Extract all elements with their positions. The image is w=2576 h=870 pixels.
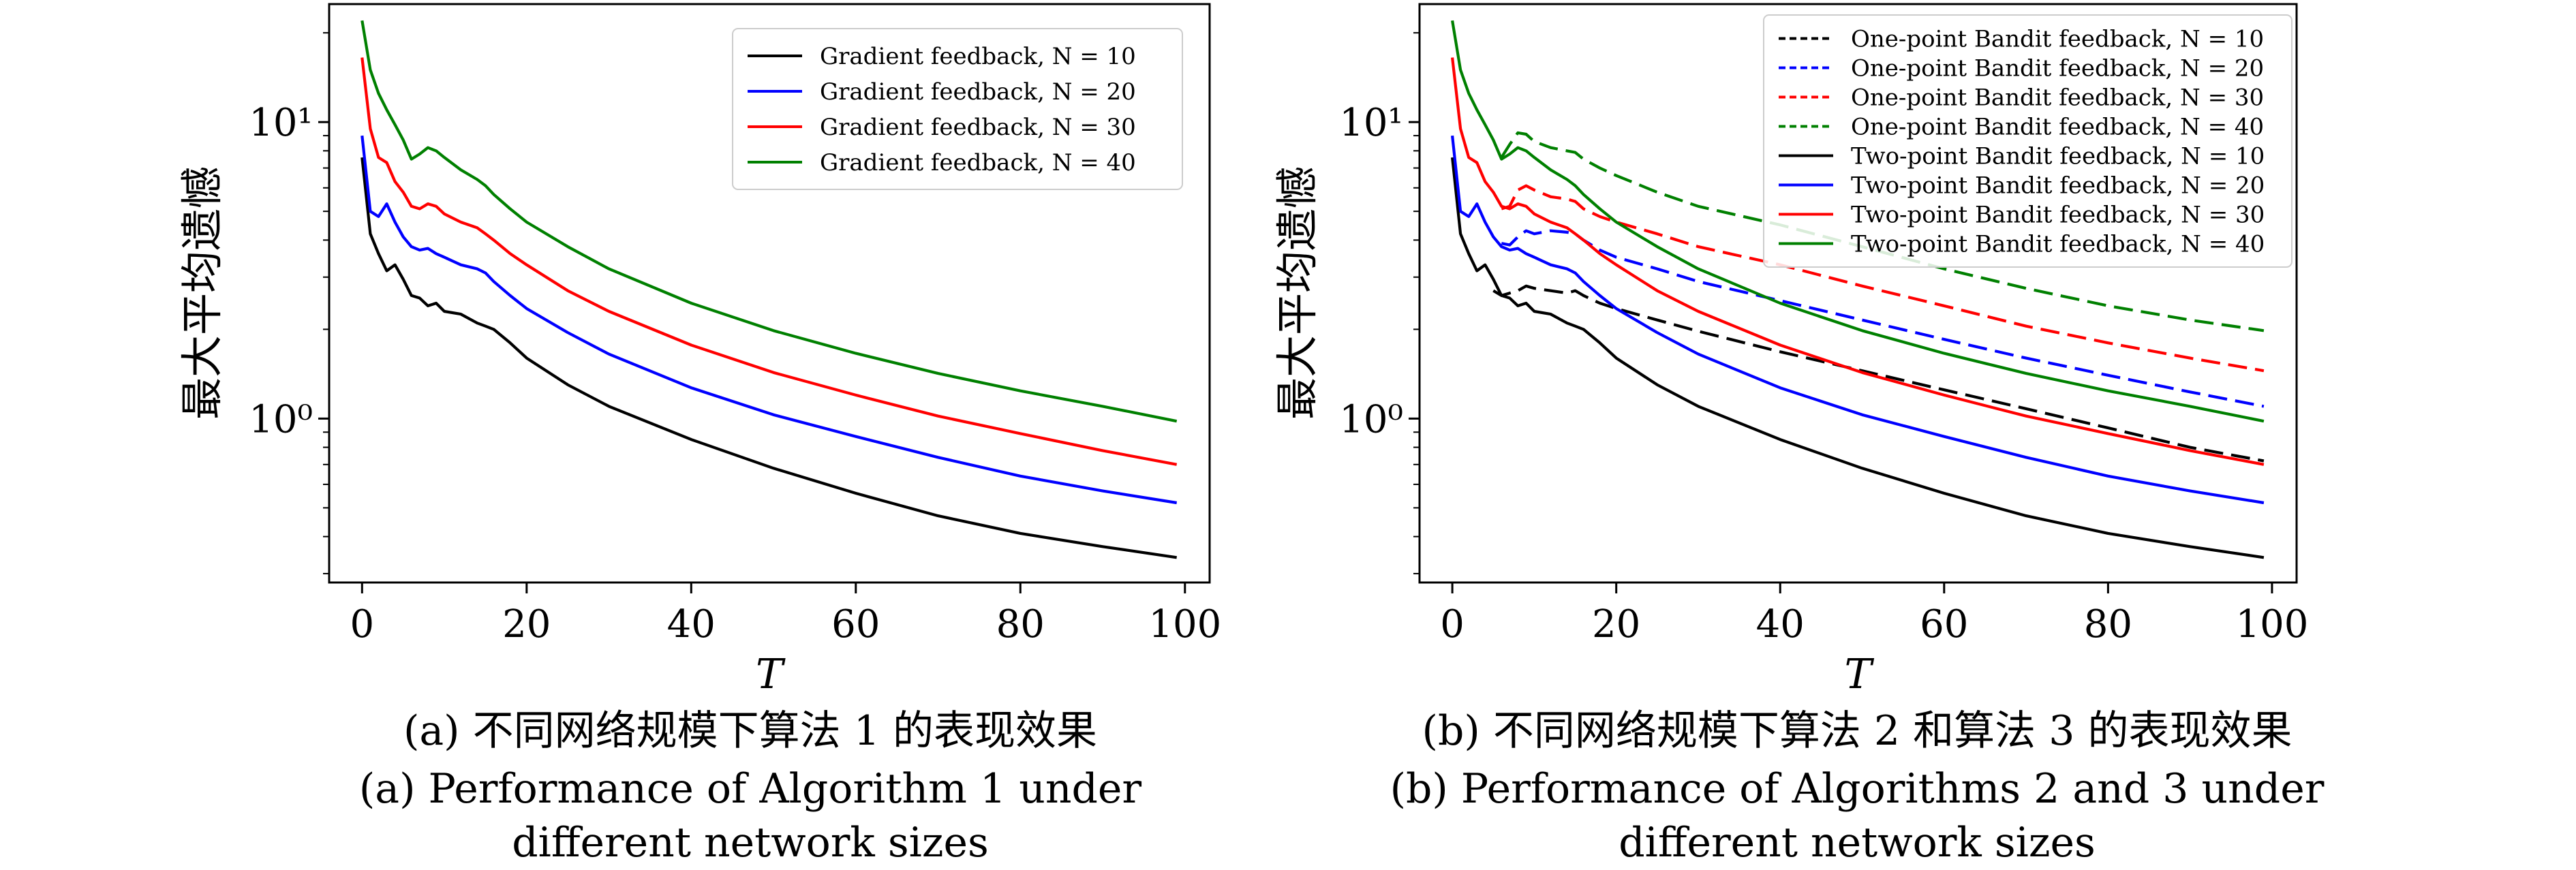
caption-a-chinese: (a) 不同网络规模下算法 1 的表现效果 bbox=[403, 707, 1097, 755]
legend-label: Two-point Bandit feedback, N = 40 bbox=[1851, 231, 2265, 258]
y-tick-label: 10¹ bbox=[249, 101, 313, 145]
y-axis-title: 最大平均遗憾 bbox=[177, 166, 227, 420]
legend-label: One-point Bandit feedback, N = 30 bbox=[1851, 84, 2264, 112]
x-tick-label: 80 bbox=[996, 602, 1045, 647]
x-tick-label: 0 bbox=[350, 602, 374, 647]
caption-b-english-line1: (b) Performance of Algorithms 2 and 3 un… bbox=[1390, 765, 2325, 813]
caption-a-english-line2: different network sizes bbox=[512, 819, 989, 867]
legend-label: Two-point Bandit feedback, N = 30 bbox=[1851, 202, 2265, 229]
x-axis-title: T bbox=[1844, 651, 1874, 698]
x-tick-label: 100 bbox=[2235, 602, 2308, 647]
chart-panel-a: 0 20 40 60 80 100 10⁰ 10¹ T 最大平均遗憾 Gradient feedba… bbox=[177, 3, 1221, 698]
legend-label: Gradient feedback, N = 10 bbox=[820, 43, 1136, 70]
x-tick-label: 20 bbox=[502, 602, 551, 647]
y-tick-label: 10⁰ bbox=[249, 397, 313, 441]
caption-b-english-line2: different network sizes bbox=[1619, 819, 2096, 867]
series-line bbox=[361, 135, 1178, 505]
chart-panel-b: 0 20 40 60 80 100 10⁰ 10¹ T 最大平均遗憾 One-point Bandi… bbox=[1272, 3, 2308, 698]
x-tick-label: 20 bbox=[1592, 602, 1640, 647]
series-line bbox=[1451, 157, 2265, 559]
legend-label: Gradient feedback, N = 40 bbox=[820, 149, 1136, 176]
x-tick-label: 80 bbox=[2084, 602, 2132, 647]
legend-label: Gradient feedback, N = 20 bbox=[820, 78, 1136, 106]
x-tick-label: 100 bbox=[1148, 602, 1221, 647]
legend-label: One-point Bandit feedback, N = 20 bbox=[1851, 55, 2264, 82]
legend-label: One-point Bandit feedback, N = 40 bbox=[1851, 114, 2264, 141]
series-line bbox=[361, 157, 1178, 559]
x-tick-label: 60 bbox=[1920, 602, 1968, 647]
x-tick-label: 40 bbox=[1756, 602, 1805, 647]
series-line bbox=[1451, 135, 2265, 505]
legend-label: Two-point Bandit feedback, N = 20 bbox=[1851, 172, 2265, 200]
y-tick-label: 10¹ bbox=[1339, 101, 1403, 145]
y-tick-label: 10⁰ bbox=[1339, 397, 1403, 441]
legend-label: One-point Bandit feedback, N = 10 bbox=[1851, 26, 2264, 53]
series-line bbox=[361, 20, 1178, 423]
series-line bbox=[361, 57, 1178, 466]
legend-box bbox=[1763, 14, 2293, 268]
y-axis-title: 最大平均遗憾 bbox=[1272, 166, 1322, 420]
series-line bbox=[1492, 284, 2265, 463]
legend-box bbox=[732, 28, 1183, 190]
series-line bbox=[1500, 131, 2265, 332]
x-tick-label: 60 bbox=[831, 602, 880, 647]
legend-label: Two-point Bandit feedback, N = 10 bbox=[1851, 143, 2265, 170]
axes-frame bbox=[1418, 3, 2298, 584]
axes-frame bbox=[328, 3, 1211, 584]
x-axis-title: T bbox=[756, 651, 786, 698]
legend-label: Gradient feedback, N = 30 bbox=[820, 114, 1136, 141]
series-line bbox=[1451, 20, 2265, 423]
caption-a-english-line1: (a) Performance of Algorithm 1 under bbox=[359, 765, 1142, 813]
caption-b-chinese: (b) 不同网络规模下算法 2 和算法 3 的表现效果 bbox=[1422, 707, 2293, 755]
x-tick-label: 40 bbox=[667, 602, 716, 647]
series-line bbox=[1501, 229, 2265, 408]
series-line bbox=[1451, 57, 2265, 466]
x-tick-label: 0 bbox=[1440, 602, 1465, 647]
series-line bbox=[1501, 184, 2265, 373]
